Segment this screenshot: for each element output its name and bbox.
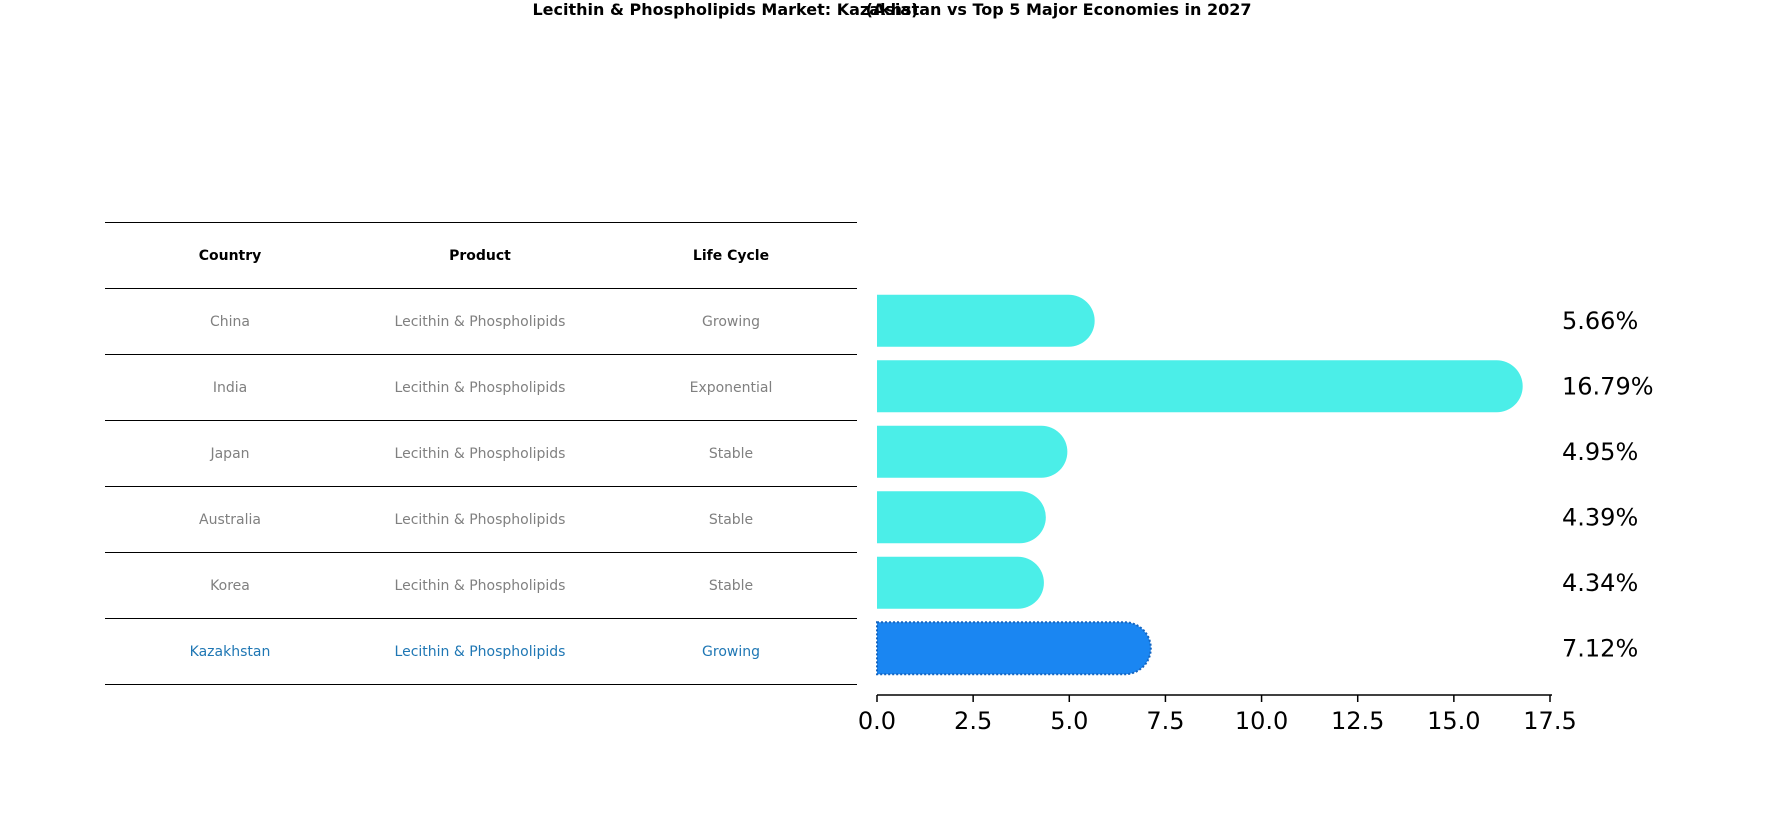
x-tick-label: 2.5 — [954, 707, 992, 735]
cell-country: Korea — [210, 577, 250, 594]
cell-life-cycle: Stable — [708, 511, 754, 528]
x-tick-label: 10.0 — [1235, 707, 1288, 735]
bar-korea — [877, 556, 1044, 609]
bar-china — [877, 294, 1095, 347]
value-label: 4.34% — [1562, 569, 1638, 597]
cell-product: Lecithin & Phospholipids — [394, 313, 566, 330]
x-tick-label: 12.5 — [1331, 707, 1384, 735]
cell-life-cycle: Stable — [708, 445, 754, 462]
cell-product: Lecithin & Phospholipids — [394, 445, 566, 462]
cell-life-cycle: Exponential — [689, 379, 773, 396]
table-row: Australia Lecithin & Phospholipids Stabl… — [105, 486, 857, 552]
x-tick-label: 5.0 — [1050, 707, 1088, 735]
table-row: Korea Lecithin & Phospholipids Stable — [105, 552, 857, 618]
cell-country: Australia — [199, 511, 261, 528]
value-label: 5.66% — [1562, 307, 1638, 335]
value-label: 16.79% — [1562, 372, 1654, 400]
value-label: 7.12% — [1562, 634, 1638, 662]
cell-product: Lecithin & Phospholipids — [394, 577, 566, 594]
bar-australia — [877, 491, 1046, 544]
cell-country: India — [212, 379, 248, 396]
cell-product: Lecithin & Phospholipids — [394, 643, 566, 660]
country-table: Country Product Life Cycle China Lecithi… — [105, 222, 857, 685]
cell-country: China — [210, 313, 250, 330]
cell-life-cycle: Stable — [708, 577, 754, 594]
table-row: China Lecithin & Phospholipids Growing — [105, 288, 857, 354]
bar-india — [877, 360, 1523, 413]
value-label: 4.95% — [1562, 438, 1638, 466]
header-product: Product — [449, 247, 511, 264]
table-row: Japan Lecithin & Phospholipids Stable — [105, 420, 857, 486]
cell-life-cycle: Growing — [702, 313, 760, 330]
cell-product: Lecithin & Phospholipids — [394, 511, 566, 528]
cell-country: Kazakhstan — [189, 643, 271, 660]
table-row-highlighted: Kazakhstan Lecithin & Phospholipids Grow… — [105, 618, 857, 685]
cell-product: Lecithin & Phospholipids — [394, 379, 566, 396]
header-country: Country — [198, 247, 262, 264]
x-tick-label: 0.0 — [858, 707, 896, 735]
cell-country: Japan — [210, 445, 250, 462]
value-label: 4.39% — [1562, 503, 1638, 531]
x-tick-label: 7.5 — [1146, 707, 1184, 735]
bar-japan — [877, 425, 1068, 478]
chart-subtitle: (Asia) — [865, 0, 919, 19]
bar-kazakhstan — [876, 621, 1152, 676]
table-row: India Lecithin & Phospholipids Exponenti… — [105, 354, 857, 420]
table-header-row: Country Product Life Cycle — [105, 222, 857, 288]
x-tick-label: 15.0 — [1427, 707, 1480, 735]
chart-title: Lecithin & Phospholipids Market: Kazakhs… — [532, 0, 1252, 19]
header-life-cycle: Life Cycle — [692, 247, 770, 264]
x-tick-label: 17.5 — [1523, 707, 1576, 735]
cell-life-cycle: Growing — [702, 643, 760, 660]
